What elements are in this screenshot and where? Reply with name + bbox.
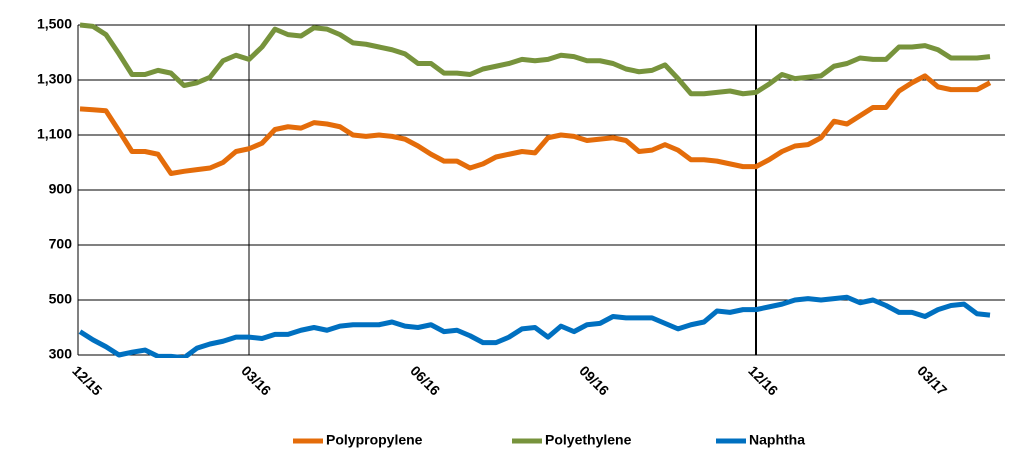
x-tick-label: 06/16 (407, 362, 443, 398)
series-group (79, 73, 992, 176)
x-tick-label: 12/16 (745, 362, 781, 398)
legend-label: Polypropylene (326, 432, 423, 448)
y-tick-label: 1,100 (37, 126, 72, 142)
y-tick-label: 1,500 (37, 16, 72, 32)
legend-label: Naphtha (749, 432, 805, 448)
y-tick-label: 300 (49, 346, 73, 362)
y-tick-label: 900 (49, 181, 73, 197)
line-series (79, 73, 992, 176)
legend-label: Polyethylene (545, 432, 632, 448)
y-tick-label: 700 (49, 236, 73, 252)
x-tick-label: 12/15 (69, 362, 105, 398)
y-tick-label: 1,300 (37, 71, 72, 87)
x-tick-label: 03/16 (238, 362, 274, 398)
y-tick-label: 500 (49, 291, 73, 307)
line-series (78, 294, 991, 358)
series-group (78, 294, 991, 358)
x-tick-label: 03/17 (914, 362, 950, 398)
line-series (79, 22, 991, 97)
series-group (79, 22, 991, 97)
x-tick-label: 09/16 (576, 362, 612, 398)
